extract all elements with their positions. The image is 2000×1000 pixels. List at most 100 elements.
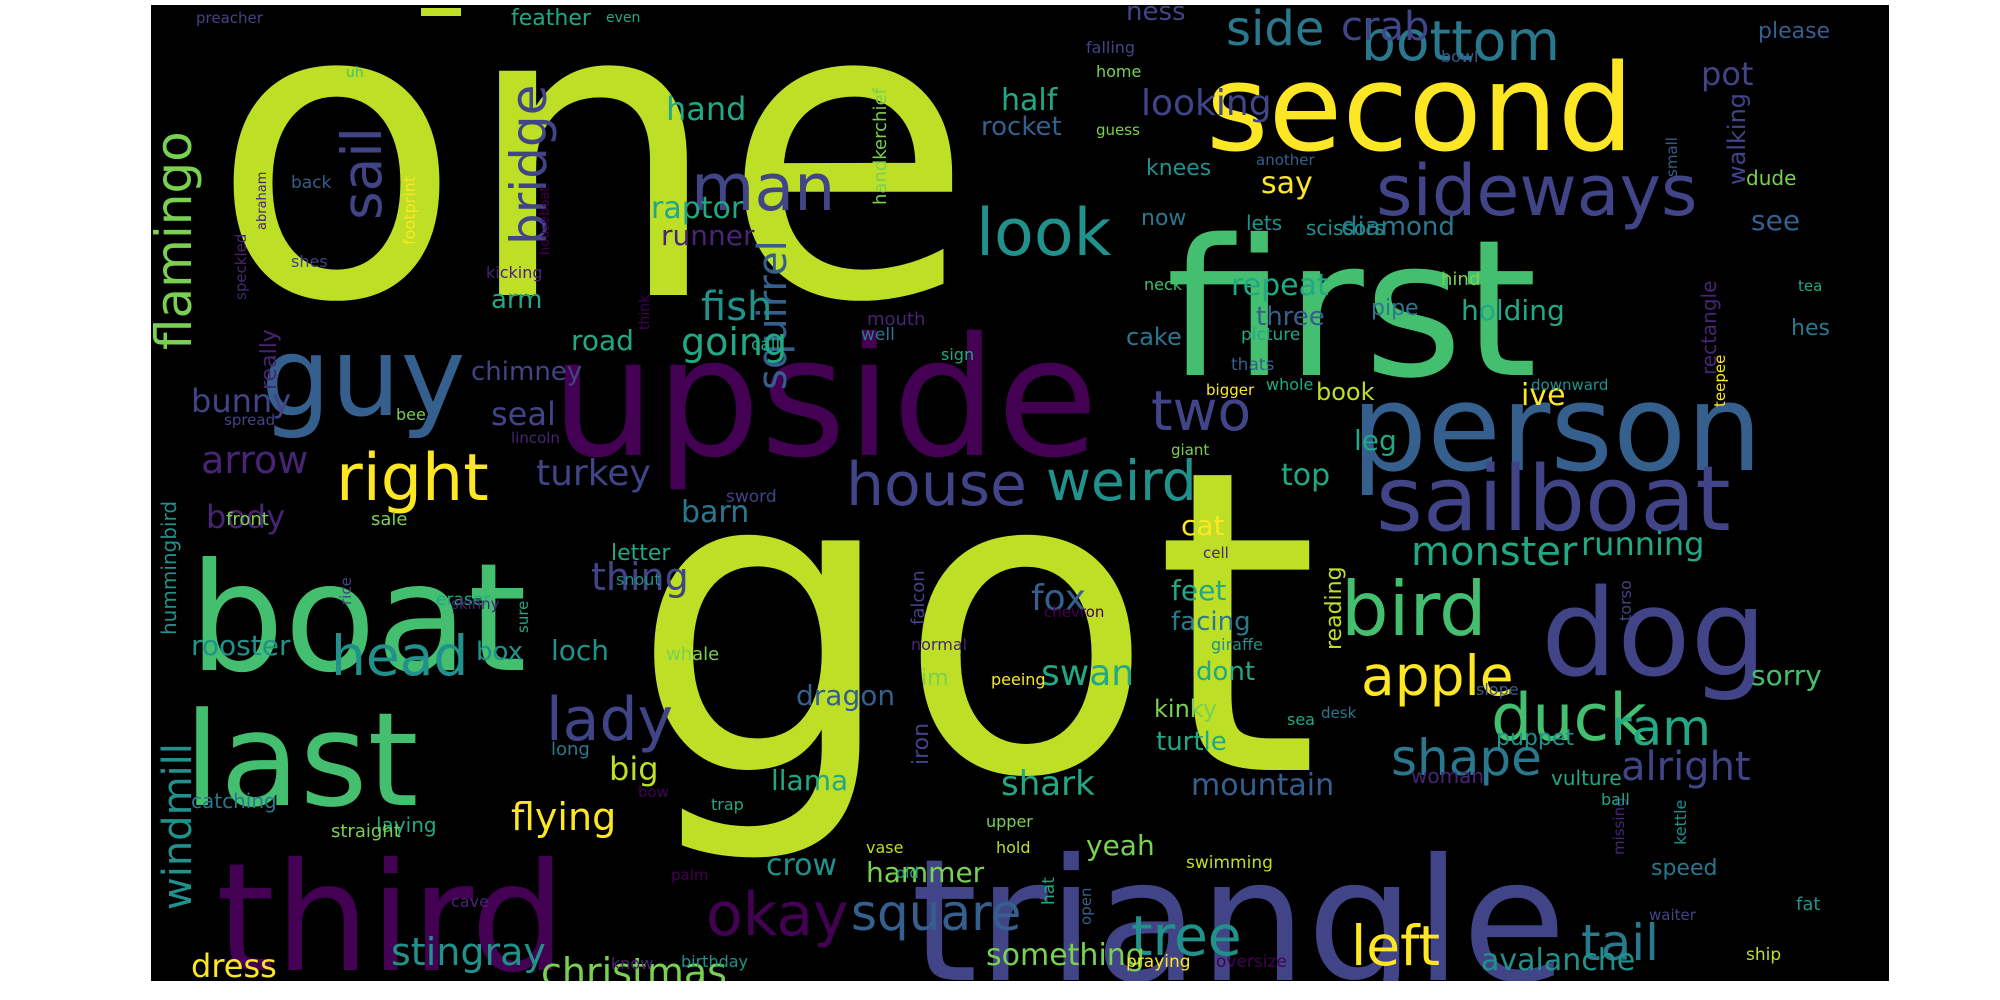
cloud-word-know: know [611,954,653,973]
cloud-word-crab: crab [1341,5,1429,50]
cloud-word-sure: sure [514,601,532,633]
cloud-word-loch: loch [551,634,609,667]
cloud-word-sale: sale [371,509,407,530]
cloud-word-swan: swan [1041,653,1134,694]
cloud-word-yeah: yeah [1086,829,1155,862]
cloud-word-another: another [1256,151,1315,169]
cloud-word-laying: laying [376,813,437,837]
cloud-word-back: back [291,173,332,193]
cloud-word-looking: looking [1141,83,1272,124]
cloud-word-duck: duck [1491,681,1647,756]
cloud-word-torso: torso [1616,580,1635,621]
cloud-word-something: something [986,938,1145,973]
cloud-word-one: one [211,5,974,392]
cloud-word-facing: facing [1171,607,1251,637]
cloud-word-diamond: diamond [1341,212,1455,242]
cloud-word-please: please [1758,19,1830,44]
cloud-word-thats: thats [1231,355,1275,375]
cloud-word-long: long [551,739,590,760]
cloud-word-bird: bird [1341,565,1487,653]
cloud-word-hummingbird: hummingbird [157,501,181,635]
cloud-word-neck: neck [1144,275,1183,294]
cloud-word-hes: hes [1791,316,1830,341]
cloud-word-lets: lets [1246,211,1282,235]
cloud-word-bunny: bunny [191,382,291,420]
cloud-word-big: big [609,750,659,788]
cloud-word-snout: snout [616,570,661,589]
cloud-word-body: body [206,498,285,536]
cloud-word-guy: guy [261,313,466,441]
cloud-word-third: third [216,832,566,981]
cloud-word-falcon: falcon [908,570,929,625]
cloud-word-second: second [1206,40,1634,179]
cloud-word-sword: sword [726,487,777,507]
cloud-word-windmill: windmill [155,743,201,910]
cloud-word-feather: feather [511,6,592,31]
cloud-word-whale: whale [666,644,719,665]
cloud-word-look: look [976,196,1112,271]
cloud-word-teepee: teepee [1711,355,1729,407]
cloud-word-well: well [861,325,895,345]
cloud-word-tail: tail [1581,914,1659,972]
cloud-word-even: even [606,10,640,26]
cloud-word-swimming: swimming [1186,853,1273,873]
cloud-word-straight: straight [331,821,401,842]
cloud-word-front: front [226,509,269,530]
cloud-word-small: small [1663,137,1681,177]
cloud-word-last: last [184,684,418,836]
cloud-word-bottom: bottom [1361,9,1560,73]
cloud-word-speed: speed [1651,856,1717,881]
cloud-word-running: running [1581,525,1704,563]
cloud-word-kettle: kettle [1671,800,1690,845]
cloud-word-ive: ive [1521,378,1566,413]
cloud-word-hat: hat [1039,877,1059,905]
cloud-word-sea: sea [1287,710,1315,729]
cloud-word-ram: ram [1611,699,1711,757]
cloud-word-rice: rice [337,577,355,605]
cloud-word-sailboat: sailboat [1376,447,1731,552]
cloud-word-say: say [1261,166,1313,201]
cloud-word-eraser: eraser [436,590,490,610]
cloud-word-skinny: skinny [451,595,500,613]
cloud-word-sign: sign [941,345,974,364]
cloud-word-head: head [331,624,468,688]
cloud-word-catching: catching [191,789,277,813]
cloud-word-bridge: bridge [500,85,558,245]
cloud-word-arm: arm [491,285,543,315]
cloud-word-cake: cake [1126,323,1182,351]
cloud-word-bowl: bowl [1441,47,1478,66]
cloud-word-spread: spread [224,411,275,429]
cloud-word-three: three [1256,302,1325,332]
cloud-word-hand: hand [666,90,746,128]
cloud-word-two: two [1151,379,1251,443]
cloud-word-vulture: vulture [1551,766,1622,790]
cloud-word-half: half [1001,83,1059,118]
cloud-word-birthday: birthday [681,952,748,971]
cloud-word-normal: normal [911,635,967,654]
cloud-word-side: side [1226,5,1324,57]
cloud-word-now: now [1141,206,1186,231]
cloud-word-letter: letter [611,541,671,566]
cloud-word-scissors: scissors [1306,216,1385,240]
cloud-word-really: really [257,329,282,390]
cloud-word-tree: tree [1131,904,1242,968]
cloud-word-lady: lady [546,685,673,755]
cloud-word-cell: cell [1203,544,1229,562]
cloud-word-peeing: peeing [991,670,1046,689]
cloud-word-feet: feet [1171,574,1226,607]
cloud-word-kinky: kinky [1154,695,1217,723]
cloud-word-bee: bee [396,405,426,424]
cloud-word-reading: reading [1322,566,1347,650]
cloud-word-kicking: kicking [486,263,543,282]
cloud-word-cave: cave [451,892,489,911]
cloud-word-sorry: sorry [1751,659,1822,692]
cloud-word-picture: picture [1241,325,1300,345]
cloud-word-home: home [1096,62,1141,81]
cloud-word-knees: knees [1146,156,1211,181]
cloud-word-whole: whole [1266,375,1313,394]
cloud-word-flamingo: flamingo [151,131,203,350]
cloud-dash-mark [421,8,461,16]
cloud-word-puppet: puppet [1496,726,1574,751]
cloud-word-repeat: repeat [1231,268,1329,303]
